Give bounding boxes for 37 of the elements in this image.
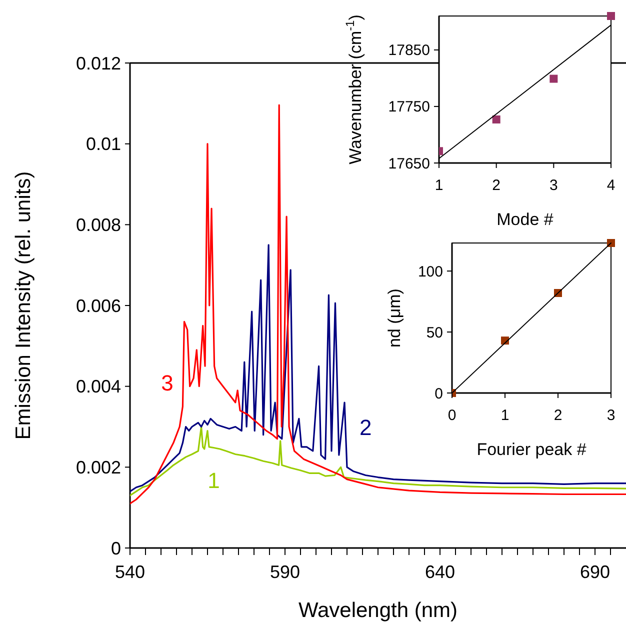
y-tick-label: 0 [434, 385, 443, 402]
x-tick-label: 2 [554, 407, 562, 424]
x-tick-label: 590 [270, 562, 300, 582]
y-tick-label: 0.01 [86, 134, 121, 154]
y-tick-label: 17750 [388, 98, 430, 116]
x-tick-label: 1 [500, 407, 510, 424]
y-tick-label: 0.012 [76, 53, 121, 74]
y-axis-title: nd (μm) [385, 288, 404, 348]
x-axis-title: Fourier peak # [476, 440, 587, 459]
y-tick-label: 17650 [388, 155, 430, 172]
y-tick-label: 0.008 [76, 214, 121, 235]
y-axis-title: Emission Intensity (rel. units) [12, 171, 35, 440]
line-series [130, 244, 626, 492]
x-tick-label: 3 [549, 177, 558, 194]
x-tick-label: 4 [606, 177, 616, 194]
x-tick-label: 540 [114, 562, 146, 582]
y-tick-label: 50 [426, 324, 443, 342]
y-tick-label: 0.006 [76, 296, 121, 316]
x-axis-title: Mode # [496, 210, 554, 229]
y-tick-label: 0.002 [76, 457, 121, 478]
x-tick-label: 1 [434, 177, 444, 194]
y-tick-label: 0.004 [76, 376, 121, 397]
point [607, 12, 615, 20]
series-label: 1 [208, 468, 220, 494]
point [607, 239, 615, 247]
x-tick-label: 640 [424, 562, 456, 582]
y-tick-label: 0 [110, 538, 121, 558]
point [550, 74, 558, 83]
point [492, 115, 500, 124]
x-tick-label: 3 [606, 407, 616, 424]
x-tick-label: 0 [448, 407, 456, 424]
x-axis-title: Wavelength (nm) [298, 599, 458, 622]
x-tick-label: 690 [580, 562, 610, 582]
x-tick-label: 2 [492, 177, 501, 194]
series-label: 3 [161, 370, 174, 396]
y-tick-label: 17850 [388, 42, 430, 60]
y-tick-label: 100 [418, 263, 443, 280]
